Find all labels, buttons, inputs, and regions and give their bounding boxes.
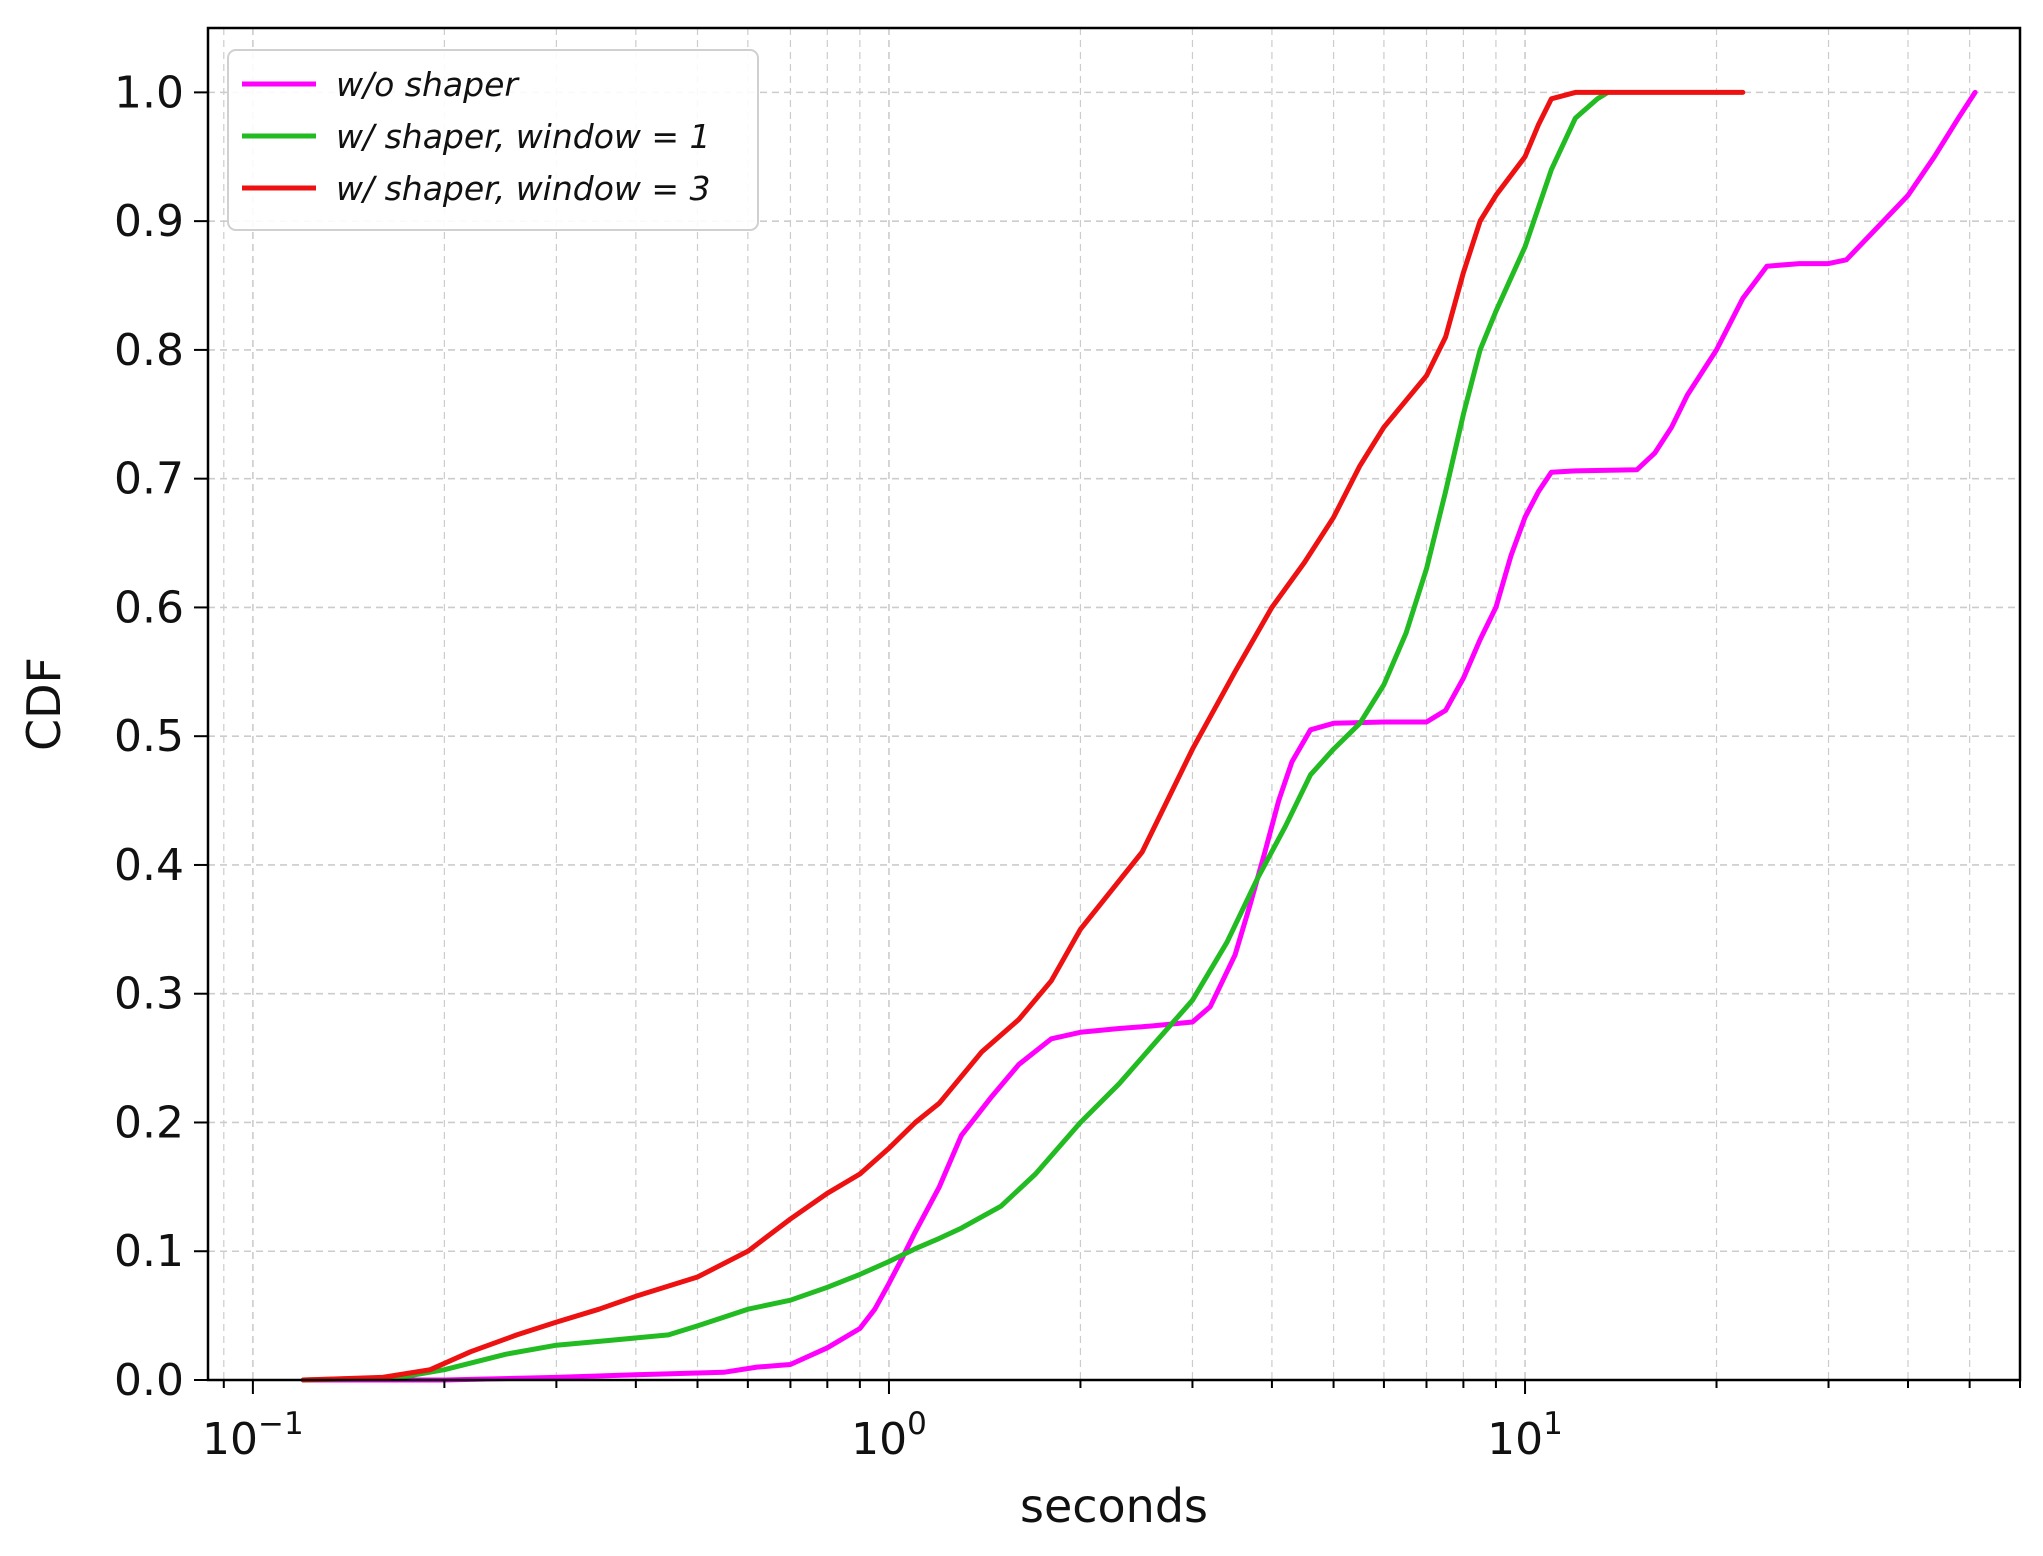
legend-label-3: w/ shaper, window = 3 [336, 169, 711, 208]
x-tick-label-exponent: 0 [907, 1406, 927, 1442]
axes-frame [206, 26, 2022, 1382]
legend-label-1: w/o shaper [336, 65, 520, 104]
y-axis-label: CDF [17, 657, 71, 751]
axis-ticks [194, 91, 2021, 1394]
y-tick-label: 0.4 [114, 840, 184, 891]
x-tick-label-base: 10 [202, 1414, 258, 1465]
x-tick-label-exponent: −1 [258, 1406, 304, 1442]
x-tick-label-base: 10 [851, 1414, 907, 1465]
series-line-1 [300, 89, 1978, 1383]
y-tick-label: 0.8 [114, 325, 184, 376]
x-tick-label: 10−1 [202, 1406, 304, 1465]
x-axis-label: seconds [1020, 1479, 1208, 1533]
x-tick-label-base: 10 [1487, 1414, 1543, 1465]
y-tick-label: 0.5 [114, 711, 184, 762]
x-tick-label: 101 [1487, 1406, 1563, 1465]
legend: w/o shaper w/ shaper, window = 1 w/ shaper… [227, 49, 759, 231]
x-tick-label: 100 [851, 1406, 927, 1465]
grid-lines [208, 28, 2021, 1381]
x-tick-label-exponent: 1 [1543, 1406, 1563, 1442]
y-tick-label: 0.0 [114, 1355, 184, 1406]
series-lines [300, 89, 1978, 1383]
y-tick-label: 0.7 [114, 454, 184, 505]
y-tick-label: 0.6 [114, 582, 184, 633]
tick-labels: 0.00.10.20.30.40.50.60.70.80.91.010−1 100… [114, 67, 1563, 1465]
legend-box [227, 49, 759, 231]
legend-label-2: w/ shaper, window = 1 [336, 117, 711, 156]
y-tick-label: 0.1 [114, 1226, 184, 1277]
series-line-2 [300, 89, 1611, 1383]
y-tick-label: 0.2 [114, 1097, 184, 1148]
series-line-3 [300, 89, 1746, 1383]
y-tick-label: 1.0 [114, 67, 184, 118]
y-tick-label: 0.9 [114, 196, 184, 247]
y-tick-label: 0.3 [114, 969, 184, 1020]
